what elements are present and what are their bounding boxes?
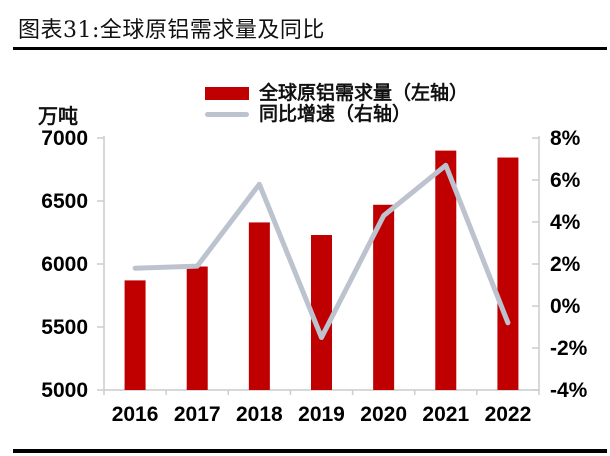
left-axis-tick-label: 6000 [41,253,88,276]
line-series-swatch [205,111,249,117]
x-axis-category-label: 2021 [422,403,469,426]
bar-2022 [497,157,519,390]
left-axis-tick-label: 6500 [41,190,88,213]
bar-series-label: 全球原铝需求量（左轴） [259,81,469,104]
bar-2020 [373,204,395,390]
x-axis-category-label: 2018 [236,403,283,426]
right-axis-tick-label: 2% [550,253,581,276]
legend-item-bar-series: 全球原铝需求量（左轴） [205,81,469,104]
left-axis-tick-label: 5500 [41,316,88,339]
bar-2021 [435,150,457,390]
left-axis-unit-label: 万吨 [38,104,78,128]
left-axis-tick-label: 7000 [41,127,88,150]
bar-2018 [248,222,270,390]
bar-2017 [186,266,208,390]
top-rule [13,47,607,50]
x-axis-category-label: 2016 [112,403,159,426]
line-series-label: 同比增速（右轴） [259,102,412,125]
x-axis-category-label: 2019 [298,403,345,426]
x-axis-category-label: 2017 [174,403,221,426]
right-axis-tick-label: 0% [550,295,581,318]
yoy-growth-line [132,162,511,340]
bar-2019 [311,235,332,390]
right-axis-tick-label: 6% [550,169,581,192]
left-axis-tick-label: 5000 [41,379,88,402]
chart-legend: 全球原铝需求量（左轴） 同比增速（右轴） [205,81,469,125]
x-axis-category-label: 2022 [485,403,532,426]
bottom-rule [13,449,607,453]
right-axis-tick-label: 8% [550,127,581,150]
x-axis-category-label: 2020 [360,403,407,426]
bar-2016 [124,280,146,390]
right-axis-tick-label: -4% [550,379,588,402]
bar-series-swatch [205,86,249,100]
figure-title: 图表31:全球原铝需求量及同比 [18,18,325,43]
right-axis-tick-label: -2% [550,337,588,360]
right-axis-tick-label: 4% [550,211,581,234]
legend-item-line-series: 同比增速（右轴） [205,102,468,125]
